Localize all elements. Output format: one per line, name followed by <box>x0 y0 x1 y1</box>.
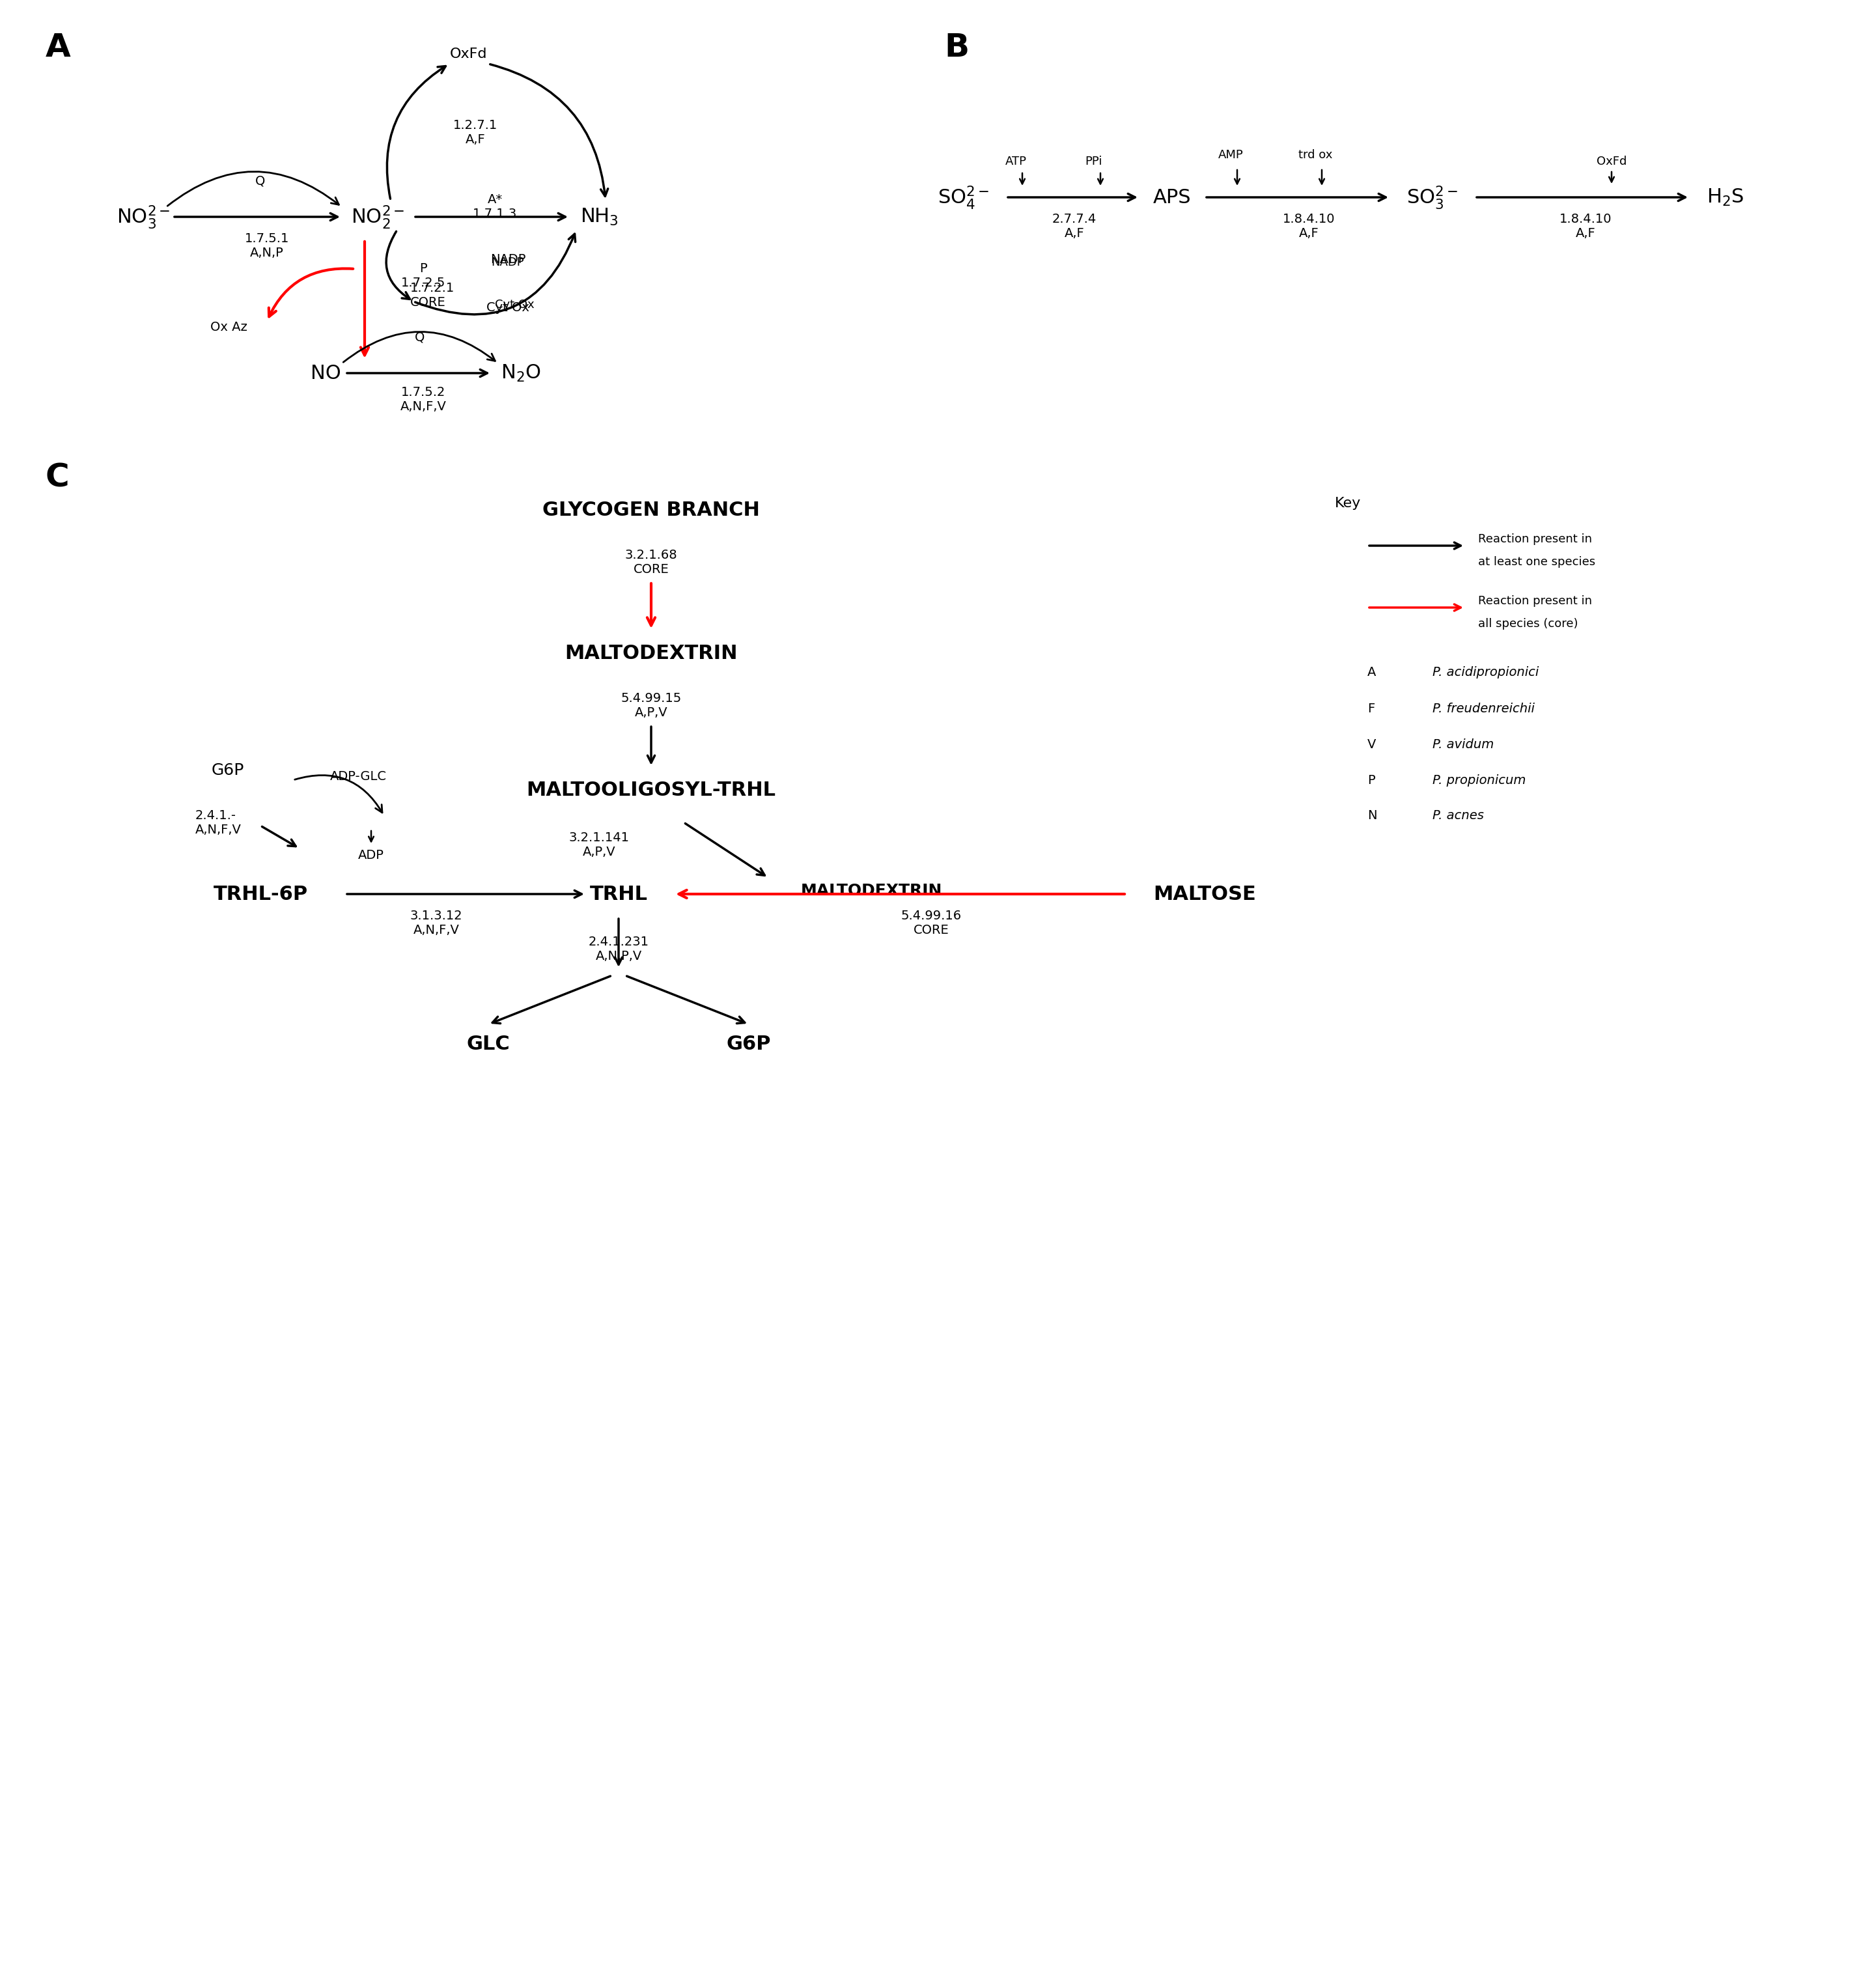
Text: GLC: GLC <box>467 1034 509 1054</box>
Text: OxFd: OxFd <box>450 48 487 60</box>
Text: 1.2.7.1
A,F: 1.2.7.1 A,F <box>454 119 498 145</box>
Text: 1.8.4.10
A,F: 1.8.4.10 A,F <box>1560 213 1612 241</box>
Text: 2.7.7.4
A,F: 2.7.7.4 A,F <box>1052 213 1097 241</box>
Text: 3.2.1.141
A,P,V: 3.2.1.141 A,P,V <box>569 831 630 859</box>
Text: A: A <box>1368 666 1376 678</box>
Text: P: P <box>1368 773 1376 787</box>
Text: TRHL-6P: TRHL-6P <box>214 885 309 903</box>
Text: NO$_2^{2-}$: NO$_2^{2-}$ <box>351 203 405 231</box>
Text: G6P: G6P <box>212 763 244 777</box>
Text: 3.2.1.68
CORE: 3.2.1.68 CORE <box>625 549 677 575</box>
Text: 5.4.99.16
CORE: 5.4.99.16 CORE <box>902 911 961 936</box>
Text: B: B <box>944 32 969 64</box>
Text: F: F <box>1368 702 1374 714</box>
Text: all species (core): all species (core) <box>1478 618 1578 630</box>
Text: TRHL: TRHL <box>589 885 647 903</box>
Text: MALTOSE: MALTOSE <box>1153 885 1257 903</box>
Text: 2.4.1.231
A,N,P,V: 2.4.1.231 A,N,P,V <box>587 936 649 962</box>
Text: 2.4.1.-
A,N,F,V: 2.4.1.- A,N,F,V <box>195 809 242 835</box>
Text: NO: NO <box>310 364 340 382</box>
Text: P. avidum: P. avidum <box>1433 738 1495 749</box>
Text: P. acidipropionici: P. acidipropionici <box>1433 666 1539 678</box>
Text: Reaction present in: Reaction present in <box>1478 594 1591 606</box>
Text: Ox Az: Ox Az <box>210 322 247 334</box>
Text: NO$_3^{2-}$: NO$_3^{2-}$ <box>117 203 171 231</box>
Text: Cyt Ox: Cyt Ox <box>494 298 534 310</box>
Text: 1.7.5.2
A,N,F,V: 1.7.5.2 A,N,F,V <box>400 386 446 414</box>
Text: V: V <box>1368 738 1376 749</box>
Text: SO$_4^{2-}$: SO$_4^{2-}$ <box>939 185 989 211</box>
Text: 3.1.3.12
A,N,F,V: 3.1.3.12 A,N,F,V <box>411 911 463 936</box>
Text: C: C <box>46 461 69 493</box>
Text: Key: Key <box>1335 497 1361 509</box>
Text: Cyt Ox: Cyt Ox <box>487 302 530 314</box>
Text: PPi: PPi <box>1086 155 1102 167</box>
Text: 1.8.4.10
A,F: 1.8.4.10 A,F <box>1283 213 1335 241</box>
Text: Q: Q <box>415 332 426 344</box>
Text: Reaction present in: Reaction present in <box>1478 533 1591 545</box>
Text: ADP-GLC: ADP-GLC <box>329 771 387 783</box>
Text: APS: APS <box>1153 187 1192 207</box>
Text: trd ox: trd ox <box>1298 149 1333 161</box>
Text: 1.7.5.1
A,N,P: 1.7.5.1 A,N,P <box>245 233 290 260</box>
Text: A*
1.7.1.3: A* 1.7.1.3 <box>472 193 517 221</box>
Text: P. freudenreichii: P. freudenreichii <box>1433 702 1536 714</box>
Text: at least one species: at least one species <box>1478 557 1595 569</box>
Text: AMP: AMP <box>1218 149 1244 161</box>
Text: A: A <box>46 32 71 64</box>
Text: ADP: ADP <box>359 849 385 861</box>
Text: OxFd: OxFd <box>1597 155 1627 167</box>
Text: Q: Q <box>255 175 266 187</box>
Text: MALTODEXTRIN: MALTODEXTRIN <box>565 644 738 662</box>
Text: ATP: ATP <box>1006 155 1026 167</box>
Text: NADP: NADP <box>491 256 524 268</box>
Text: H$_2$S: H$_2$S <box>1707 187 1744 207</box>
Text: P. propionicum: P. propionicum <box>1433 773 1526 787</box>
Text: P. acnes: P. acnes <box>1433 809 1483 823</box>
Text: N: N <box>1368 809 1378 823</box>
Text: 5.4.99.15
A,P,V: 5.4.99.15 A,P,V <box>621 692 682 718</box>
Text: SO$_3^{2-}$: SO$_3^{2-}$ <box>1407 185 1457 211</box>
Text: 1.7.2.1
CORE: 1.7.2.1 CORE <box>411 282 455 308</box>
Text: GLYCOGEN BRANCH: GLYCOGEN BRANCH <box>543 501 760 519</box>
Text: N$_2$O: N$_2$O <box>500 364 541 384</box>
Text: NH$_3$: NH$_3$ <box>580 207 619 227</box>
Text: NADP: NADP <box>491 252 526 264</box>
Text: G6P: G6P <box>727 1034 771 1054</box>
Text: MALTOOLIGOSYL-TRHL: MALTOOLIGOSYL-TRHL <box>526 781 775 799</box>
Text: MALTODEXTRIN: MALTODEXTRIN <box>801 883 943 899</box>
Text: P
1.7.2.5: P 1.7.2.5 <box>402 262 446 288</box>
